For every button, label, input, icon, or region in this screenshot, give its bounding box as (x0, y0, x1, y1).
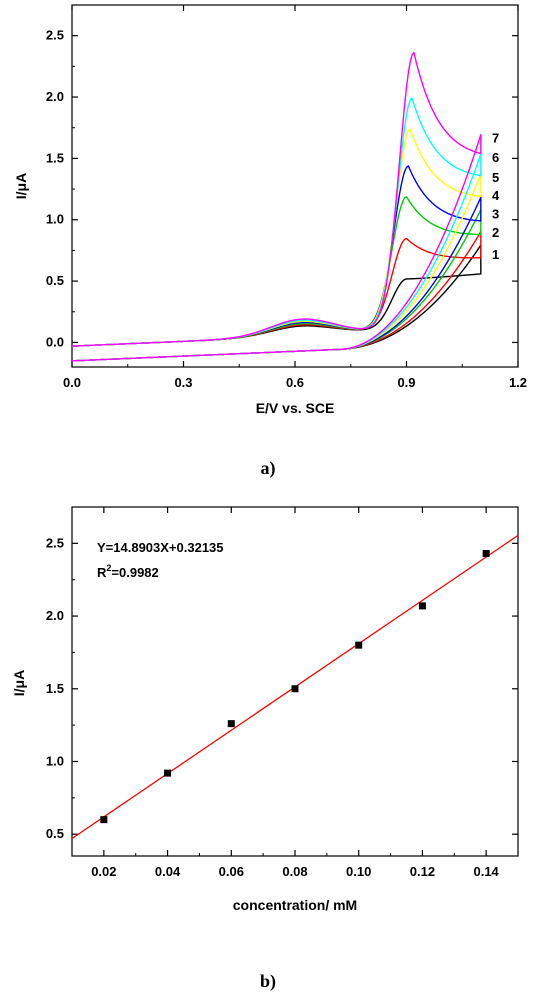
panel-b-data-point-4 (355, 641, 363, 649)
r2-prefix: R (97, 565, 107, 580)
panel-b-x-tick-label-4: 0.10 (346, 864, 371, 879)
panel-a-y-tick-label-1: 0.5 (46, 273, 64, 288)
panel-a-y-tick-label-0: 0.0 (46, 334, 64, 349)
r2-value: =0.9982 (111, 565, 158, 580)
panel-a-curve-2 (71, 230, 482, 362)
panel-a-curve-label-4: 4 (492, 188, 500, 203)
panel-a-x-tick-label-0: 0.0 (63, 375, 81, 390)
panel-b-y-tick-label-2: 1.5 (46, 681, 64, 696)
panel-a-y-tick-label-2: 1.0 (46, 212, 64, 227)
panel-a-x-tick-label-1: 0.3 (174, 375, 192, 390)
panel-b-caption: b) (260, 971, 276, 992)
panel-b-plot-frame (71, 506, 519, 857)
panel-b-x-tick-label-3: 0.08 (282, 864, 307, 879)
panel-b-data-point-1 (164, 769, 172, 777)
panel-b-r-squared: R2=0.9982 (97, 563, 159, 580)
panel-b-y-tick-label-3: 2.0 (46, 608, 64, 623)
panel-a-curve-4 (71, 165, 482, 362)
panel-a-curve-label-6: 6 (492, 150, 499, 165)
panel-b-calibration-chart: 0.02 0.04 0.06 0.08 0.10 0.12 0.14 0.5 1.0 1.5 2.0… (11, 506, 519, 992)
panel-b-data-point-5 (418, 602, 426, 610)
panel-a-curve-7 (71, 51, 482, 362)
panel-a-caption: a) (261, 458, 276, 479)
panel-a-y-tick-label-3: 1.5 (46, 150, 64, 165)
panel-a-x-tick-label-2: 0.6 (286, 375, 304, 390)
panel-b-x-tick-label-0: 0.02 (91, 864, 116, 879)
panel-b-data-point-3 (291, 685, 299, 693)
panel-b-data-point-2 (227, 720, 235, 728)
panel-b-x-tick-label-2: 0.06 (219, 864, 244, 879)
panel-a-curve-label-5: 5 (492, 170, 499, 185)
panel-b-y-tick-label-1: 1.0 (46, 753, 64, 768)
r2-superscript: 2 (106, 563, 111, 573)
panel-b-y-axis-label: I/μA (11, 670, 27, 696)
panel-a-curve-label-3: 3 (492, 207, 499, 222)
panel-a-x-axis-label: E/V vs. SCE (256, 400, 335, 416)
panel-b-y-tick-label-4: 2.5 (46, 535, 64, 550)
panel-a-x-tick-label-4: 1.2 (509, 375, 527, 390)
panel-a-curve-label-7: 7 (492, 131, 499, 146)
panel-b-x-tick-label-6: 0.14 (473, 864, 499, 879)
panel-a-y-tick-label-4: 2.0 (46, 89, 64, 104)
panel-b-equation: Y=14.8903X+0.32135 (97, 540, 224, 555)
panel-a-y-axis-label: I/μA (13, 173, 29, 199)
panel-a-x-tick-label-3: 0.9 (397, 375, 415, 390)
panel-a-y-tick-label-5: 2.5 (46, 28, 64, 43)
panel-b-x-axis-label: concentration/ mM (233, 897, 357, 913)
panel-a-plot-frame (71, 4, 519, 368)
panel-a-curve-label-1: 1 (492, 247, 499, 262)
panel-b-x-tick-label-1: 0.04 (155, 864, 181, 879)
panel-b-data-point-6 (482, 550, 490, 558)
panel-b-x-tick-label-5: 0.12 (410, 864, 435, 879)
panel-b-y-tick-label-0: 0.5 (46, 826, 64, 841)
panel-b-data-point-0 (100, 816, 108, 824)
panel-a-curve-label-2: 2 (492, 225, 499, 240)
panel-a-cv-chart: 0.0 0.3 0.6 0.9 1.2 0.0 0.5 1.0 1.5 2.0 2.5 1 2 3 4 5 6… (13, 4, 527, 479)
panel-a-curve-6 (71, 97, 482, 362)
